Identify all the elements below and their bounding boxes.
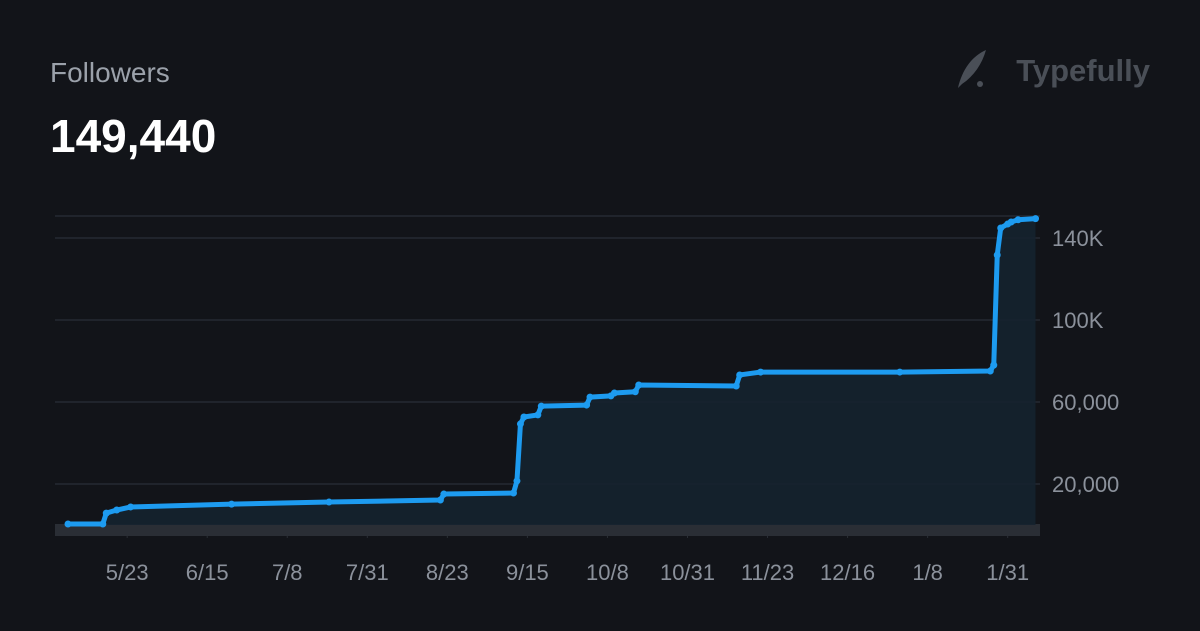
point: [534, 411, 542, 419]
point: [1014, 216, 1022, 224]
point: [113, 506, 121, 514]
y-tick-label: 140K: [1052, 226, 1104, 251]
point: [516, 420, 524, 428]
point: [986, 367, 994, 375]
feather-icon: [958, 50, 986, 88]
logo-dot: [977, 81, 983, 87]
point: [99, 520, 107, 528]
area: [68, 218, 1036, 525]
point: [325, 498, 333, 506]
x-tick-label: 10/8: [586, 560, 629, 585]
point: [1007, 218, 1015, 226]
point: [631, 388, 639, 396]
point: [1032, 215, 1040, 223]
point: [127, 503, 135, 511]
x-tick-label: 6/15: [186, 560, 229, 585]
x-tick-label: 1/8: [912, 560, 943, 585]
point: [102, 509, 110, 517]
point: [513, 477, 521, 485]
x-tick-label: 5/23: [106, 560, 149, 585]
point: [228, 500, 236, 508]
activity-strip: [55, 524, 1040, 536]
x-tick-label: 1/31: [986, 560, 1029, 585]
point: [520, 413, 528, 421]
brand-logo: [958, 50, 986, 88]
x-tick-label: 10/31: [660, 560, 715, 585]
y-tick-label: 100K: [1052, 308, 1104, 333]
y-tick-label: 20,000: [1052, 472, 1119, 497]
point: [537, 402, 545, 410]
y-tick-label: 60,000: [1052, 390, 1119, 415]
point: [436, 496, 444, 504]
x-tick-label: 11/23: [741, 560, 794, 585]
brand: Typefully: [1016, 53, 1151, 88]
point: [509, 489, 517, 497]
x-tick-label: 7/31: [346, 560, 389, 585]
point: [586, 393, 594, 401]
point: [896, 368, 904, 376]
point: [732, 382, 740, 390]
point: [990, 361, 998, 369]
point: [757, 368, 765, 376]
point: [610, 389, 618, 397]
x-tick-label: 8/23: [426, 560, 469, 585]
x-tick-label: 12/16: [820, 560, 875, 585]
point: [440, 490, 448, 498]
x-tick-label: 7/8: [272, 560, 303, 585]
total: 149,440: [50, 110, 216, 162]
point: [64, 520, 72, 528]
point: [635, 381, 643, 389]
point: [583, 401, 591, 409]
point: [997, 224, 1005, 232]
point: [736, 371, 744, 379]
x-tick-label: 9/15: [506, 560, 549, 585]
title: Followers: [50, 57, 170, 88]
point: [993, 251, 1001, 259]
